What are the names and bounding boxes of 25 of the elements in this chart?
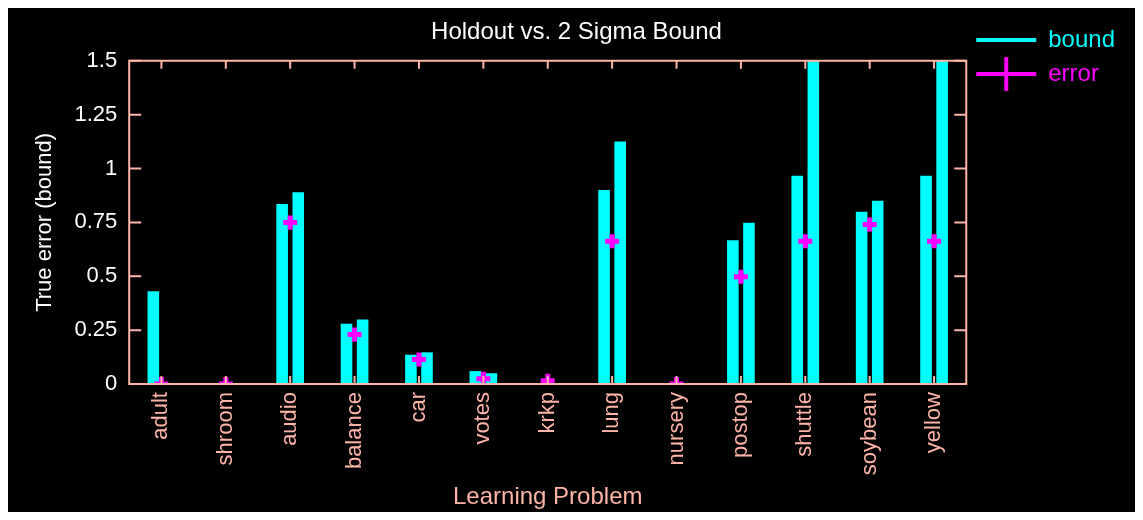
chart-title: Holdout vs. 2 Sigma Bound — [431, 17, 722, 45]
y-tick-label: 1 — [104, 154, 118, 180]
y-tick-label: 0.5 — [86, 262, 118, 288]
x-axis-title: Learning Problem — [453, 482, 643, 510]
x-tick-label: shuttle — [791, 392, 817, 457]
x-tick-label: lung — [598, 392, 624, 434]
x-tick-label: audio — [276, 392, 302, 446]
x-tick-label: balance — [340, 392, 366, 470]
x-tick-label: adult — [147, 392, 173, 440]
y-tick-label: 0.75 — [74, 208, 118, 234]
y-tick-label: 1.5 — [86, 46, 118, 72]
legend-label: bound — [1048, 24, 1116, 52]
x-tick-label: krkp — [533, 392, 559, 434]
y-tick-label: 0 — [104, 370, 118, 396]
x-tick-label: nursery — [662, 392, 688, 466]
x-tick-label: soybean — [855, 392, 881, 476]
y-tick-label: 1.25 — [74, 100, 118, 126]
x-tick-label: votes — [469, 392, 495, 445]
legend-label: error — [1048, 58, 1099, 86]
x-tick-label: car — [405, 392, 431, 423]
x-tick-label: yellow — [920, 391, 946, 454]
y-axis-title: True error (bound) — [31, 132, 57, 312]
x-tick-label: shroom — [211, 392, 237, 466]
x-tick-label: postop — [726, 392, 752, 459]
y-tick-label: 0.25 — [74, 316, 118, 342]
